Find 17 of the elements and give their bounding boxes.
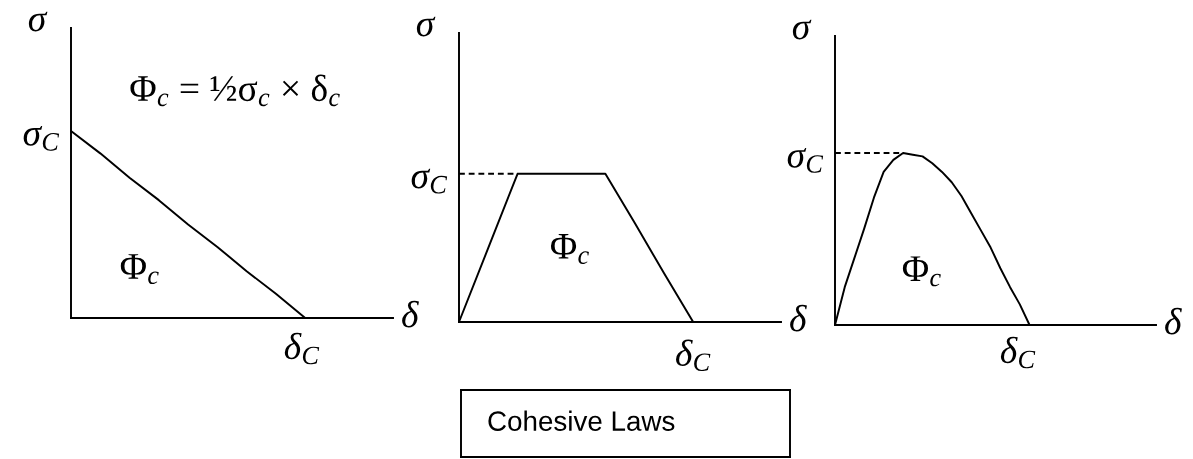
text: σ$_{C}$: [411, 168, 448, 194]
x-axis-title: δ: [1165, 307, 1182, 335]
y-axis-title: σ: [28, 11, 48, 32]
text: Cohesive Laws: [488, 410, 675, 431]
text: σ$_{C}$: [23, 125, 60, 151]
annotation: Φ$_{c}$: [120, 254, 159, 285]
text: δ$_{C}$: [676, 339, 711, 372]
text: Φ$_{c}$ = ½σ$_{c}$ × δ$_{c}$: [130, 74, 340, 107]
annotation: Φ$_{c}$: [902, 256, 941, 287]
annotation: Φ$_{c}$: [550, 234, 589, 264]
y-axis-title: σ: [416, 16, 436, 37]
text: δ$_{C}$: [284, 332, 320, 365]
x-axis-title: δ: [402, 300, 419, 328]
text: δ$_{C}$: [1000, 336, 1036, 369]
y-axis-title: σ: [792, 19, 812, 40]
text: σ$_{C}$: [787, 148, 824, 173]
x-axis-title: δ: [790, 304, 807, 332]
